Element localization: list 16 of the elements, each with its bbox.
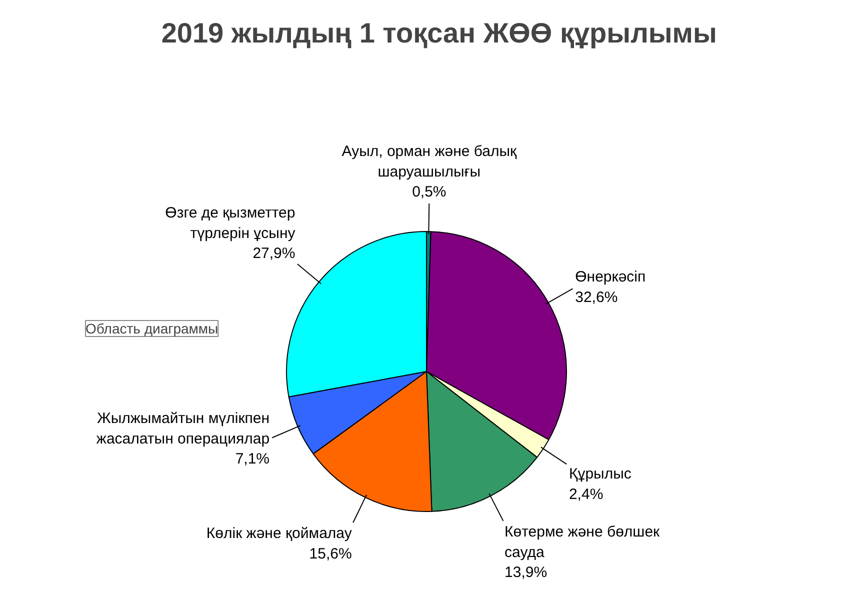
- data-label: 27,9%: [252, 245, 296, 262]
- slice-label: Жылжымайтын мүлікпен жасалатын операциялар: [96, 410, 270, 448]
- data-label: 32,6%: [575, 289, 618, 306]
- chart-title: 2019 жылдың 1 тоқсан ЖӨӨ құрылымы: [161, 18, 717, 48]
- data-label: 15,6%: [309, 546, 352, 563]
- data-label: 7,1%: [235, 450, 270, 468]
- data-label: 0,5%: [412, 184, 446, 201]
- text: Область диаграммы: [86, 320, 218, 336]
- data-label: 13,9%: [504, 564, 548, 582]
- slice-label: Көтерме және бөлшек сауда: [504, 523, 660, 561]
- slice-label: Өзге де қызметтер түрлерін ұсыну: [165, 204, 296, 242]
- slice-label: Ауыл, орман және балық шаруашылығы: [342, 142, 518, 180]
- data-label: 2,4%: [568, 486, 604, 504]
- slice-label: Құрылыс: [568, 466, 632, 483]
- slice-label: Көлік және қоймалау: [206, 525, 352, 542]
- slice-label: Өнеркәсіп: [575, 268, 646, 286]
